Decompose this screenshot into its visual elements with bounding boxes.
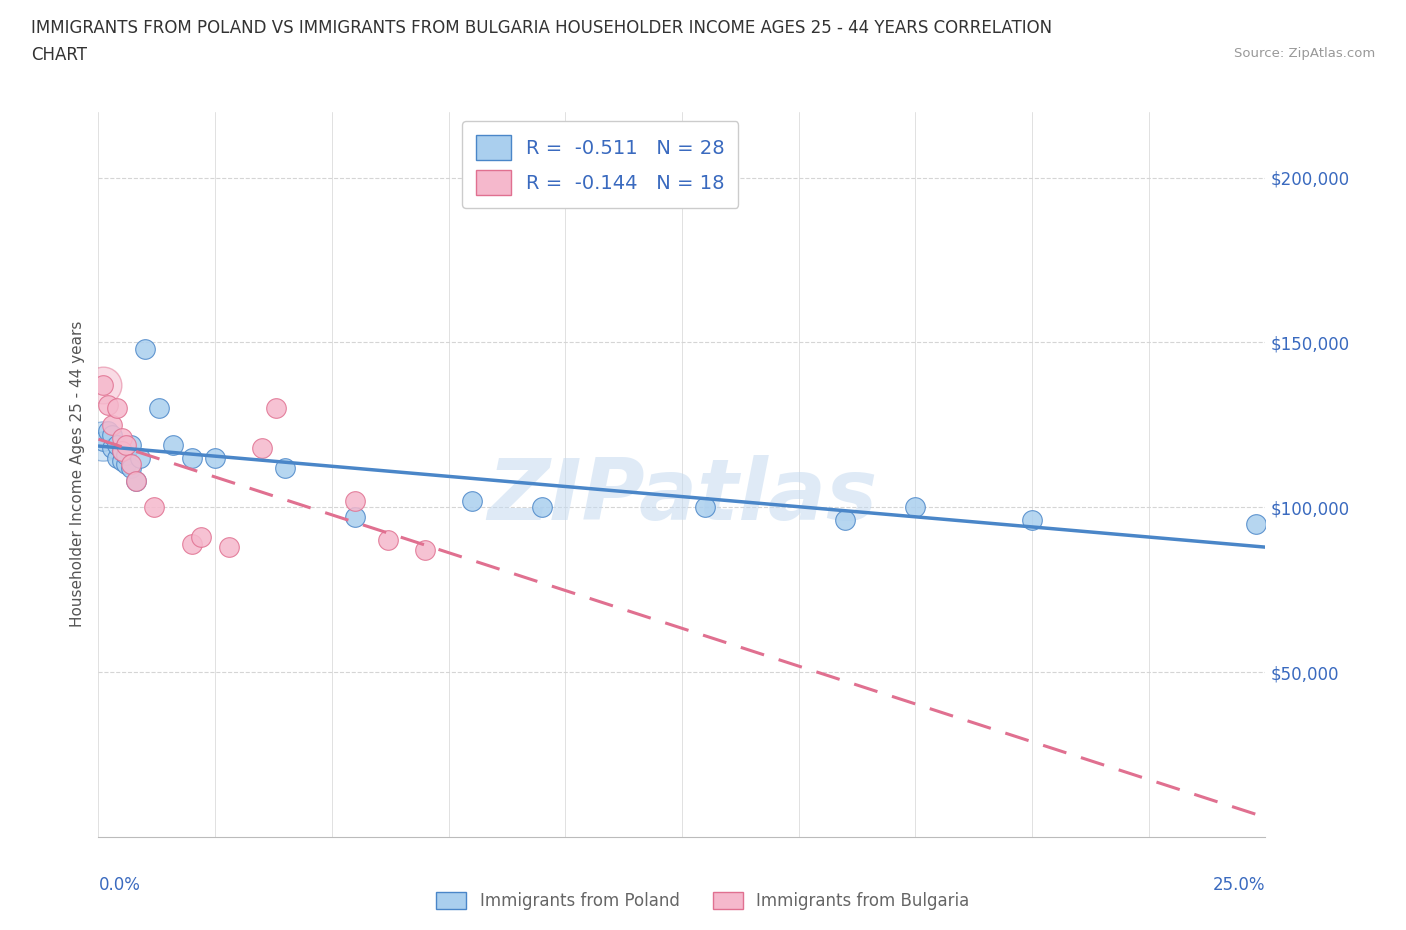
Point bbox=[377, 533, 399, 548]
Point bbox=[344, 510, 367, 525]
Point bbox=[344, 493, 367, 508]
Point bbox=[413, 543, 436, 558]
Point bbox=[91, 378, 114, 392]
Point bbox=[97, 424, 120, 439]
Point bbox=[904, 499, 927, 514]
Point bbox=[111, 444, 134, 458]
Point bbox=[125, 473, 148, 488]
Point bbox=[111, 454, 134, 469]
Point bbox=[111, 444, 134, 458]
Point bbox=[105, 401, 128, 416]
Point bbox=[120, 460, 142, 475]
Point bbox=[1244, 516, 1267, 531]
Point bbox=[91, 434, 114, 449]
Point bbox=[180, 536, 202, 551]
Point bbox=[264, 401, 287, 416]
Point bbox=[115, 457, 138, 472]
Text: ZIPatlas: ZIPatlas bbox=[486, 455, 877, 538]
Point bbox=[120, 457, 142, 472]
Point bbox=[218, 539, 240, 554]
Point bbox=[105, 437, 128, 452]
Point bbox=[162, 437, 184, 452]
Point bbox=[180, 450, 202, 465]
Point bbox=[204, 450, 226, 465]
Point bbox=[125, 473, 148, 488]
Legend: Immigrants from Poland, Immigrants from Bulgaria: Immigrants from Poland, Immigrants from … bbox=[430, 885, 976, 917]
Point bbox=[120, 437, 142, 452]
Point bbox=[105, 450, 128, 465]
Point bbox=[111, 431, 134, 445]
Point bbox=[101, 427, 124, 442]
Point bbox=[129, 450, 152, 465]
Point bbox=[530, 499, 553, 514]
Point bbox=[115, 447, 138, 462]
Point bbox=[115, 437, 138, 452]
Point bbox=[143, 499, 166, 514]
Text: Source: ZipAtlas.com: Source: ZipAtlas.com bbox=[1234, 46, 1375, 60]
Point bbox=[91, 378, 114, 392]
Point bbox=[148, 401, 170, 416]
Point bbox=[190, 529, 212, 544]
Text: IMMIGRANTS FROM POLAND VS IMMIGRANTS FROM BULGARIA HOUSEHOLDER INCOME AGES 25 - : IMMIGRANTS FROM POLAND VS IMMIGRANTS FRO… bbox=[31, 19, 1052, 36]
Text: CHART: CHART bbox=[31, 46, 87, 64]
Point bbox=[101, 441, 124, 456]
Point bbox=[1021, 513, 1043, 528]
Text: 0.0%: 0.0% bbox=[98, 876, 141, 894]
Point bbox=[274, 460, 297, 475]
Point bbox=[134, 341, 156, 356]
Point bbox=[834, 513, 856, 528]
Point bbox=[250, 441, 273, 456]
Point bbox=[97, 398, 120, 413]
Point bbox=[695, 499, 717, 514]
Y-axis label: Householder Income Ages 25 - 44 years: Householder Income Ages 25 - 44 years bbox=[69, 321, 84, 628]
Point bbox=[91, 434, 114, 449]
Text: 25.0%: 25.0% bbox=[1213, 876, 1265, 894]
Legend: R =  -0.511   N = 28, R =  -0.144   N = 18: R = -0.511 N = 28, R = -0.144 N = 18 bbox=[463, 121, 738, 208]
Point bbox=[461, 493, 484, 508]
Point bbox=[101, 418, 124, 432]
